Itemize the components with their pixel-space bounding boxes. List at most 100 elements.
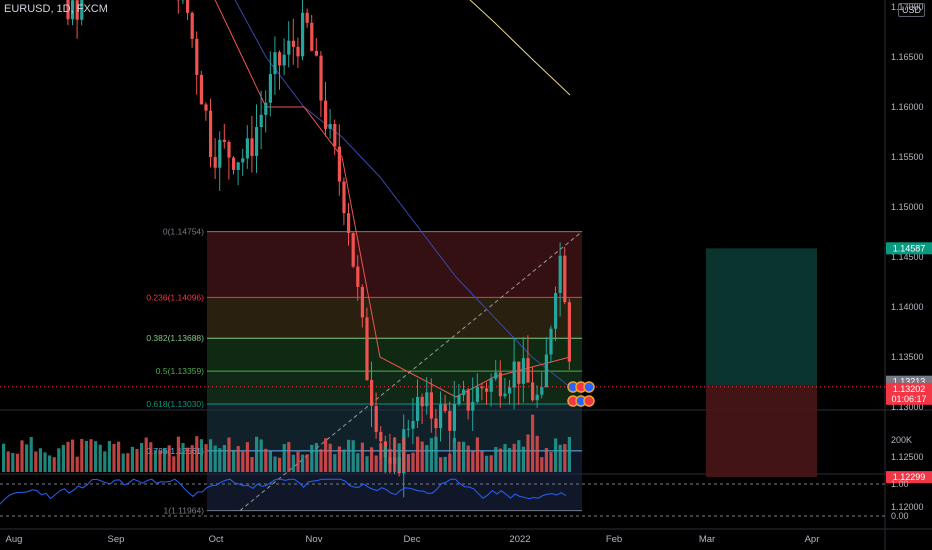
candle-body	[540, 387, 544, 395]
volume-bar	[135, 448, 139, 472]
candle-body	[278, 52, 282, 66]
volume-bar	[383, 446, 387, 472]
candle-body	[558, 255, 562, 293]
volume-bar	[222, 444, 226, 472]
candle-body	[337, 146, 341, 182]
volume-bar	[429, 438, 433, 472]
volume-bar	[103, 451, 107, 472]
volume-bar	[466, 445, 470, 472]
fib-level-label: 0.618(1.13030)	[146, 399, 204, 409]
candle-body	[535, 394, 539, 401]
candle-body	[526, 358, 530, 383]
oscillator-line	[0, 478, 567, 505]
price-tick-label: 1.14500	[891, 252, 924, 262]
time-tick-label: Dec	[404, 534, 421, 545]
candle-body	[554, 292, 558, 329]
volume-bar	[531, 414, 535, 472]
candle-body	[406, 428, 410, 430]
candle-body	[443, 404, 447, 411]
price-badge	[886, 382, 932, 395]
candle-body	[498, 372, 502, 397]
candle-body	[268, 74, 272, 103]
volume-bar	[158, 450, 162, 472]
candle-body	[328, 123, 332, 129]
volume-bar	[167, 445, 171, 472]
volume-bar	[268, 451, 272, 472]
volume-bar	[227, 437, 231, 472]
time-tick-label: Oct	[209, 534, 224, 545]
volume-bar	[80, 438, 84, 472]
fib-zone	[207, 297, 582, 339]
candle-body	[563, 255, 567, 303]
currency-badge[interactable]: USD	[898, 3, 926, 17]
volume-bar	[563, 444, 567, 472]
candle-body	[287, 40, 291, 55]
volume-bar	[544, 447, 548, 472]
volume-bar	[342, 449, 346, 472]
volume-bar	[94, 441, 98, 472]
volume-bar	[121, 453, 125, 472]
fib-level-label: 0(1.14754)	[163, 227, 204, 237]
volume-bar	[319, 449, 323, 472]
volume-bar	[443, 456, 447, 472]
volume-bar	[448, 453, 452, 472]
volume-bar	[52, 457, 56, 472]
candle-body	[429, 392, 433, 419]
volume-bar	[61, 444, 65, 472]
candle-body	[273, 52, 277, 75]
candle-body	[333, 123, 337, 147]
fib-level-label: 0.382(1.13688)	[146, 333, 204, 343]
volume-bar	[71, 439, 75, 472]
volume-bar	[245, 442, 249, 472]
candle-body	[264, 102, 268, 115]
volume-bar	[567, 436, 571, 472]
candle-body	[494, 372, 498, 379]
volume-bar	[218, 448, 222, 472]
volume-bar	[117, 441, 121, 472]
candle-body	[232, 157, 236, 170]
candle-body	[347, 213, 351, 233]
volume-bar	[153, 450, 157, 472]
volume-bar	[480, 451, 484, 472]
position-profit-zone	[706, 248, 817, 386]
candle-body	[342, 181, 346, 214]
candle-body	[374, 405, 378, 432]
volume-bar	[374, 455, 378, 472]
candle-body	[457, 395, 461, 405]
volume-bar	[351, 440, 355, 472]
position-loss-zone	[706, 385, 817, 478]
volume-bar	[89, 439, 93, 472]
candle-body	[282, 54, 286, 66]
candle-body	[489, 378, 493, 392]
volume-bar	[11, 452, 15, 472]
volume-bar	[282, 444, 286, 472]
volume-bar	[475, 437, 479, 472]
candle-body	[411, 420, 415, 429]
price-badge-label: 1.12299	[893, 472, 926, 482]
volume-bar	[416, 436, 420, 472]
volume-bar	[278, 457, 282, 472]
time-tick-label: Mar	[699, 534, 715, 545]
fib-zone	[207, 231, 582, 298]
volume-bar	[195, 436, 199, 472]
volume-bar	[29, 437, 33, 472]
volume-bar	[370, 447, 374, 472]
candle-body	[241, 158, 245, 163]
volume-bar	[328, 443, 332, 472]
volume-bar	[209, 439, 213, 472]
volume-bar	[130, 446, 134, 472]
volume-bar	[406, 454, 410, 472]
candle-body	[75, 0, 79, 20]
volume-bar	[489, 455, 493, 472]
candle-body	[471, 401, 475, 411]
volume-bar	[434, 436, 438, 472]
candle-body	[310, 22, 314, 51]
volume-bar	[296, 451, 300, 472]
volume-bar	[324, 438, 328, 472]
volume-bar	[337, 446, 341, 472]
volume-bar	[232, 449, 236, 472]
candle-body	[218, 139, 222, 168]
symbol-title[interactable]: EURUSD, 1D, FXCM	[4, 3, 108, 15]
candle-body	[462, 389, 466, 396]
